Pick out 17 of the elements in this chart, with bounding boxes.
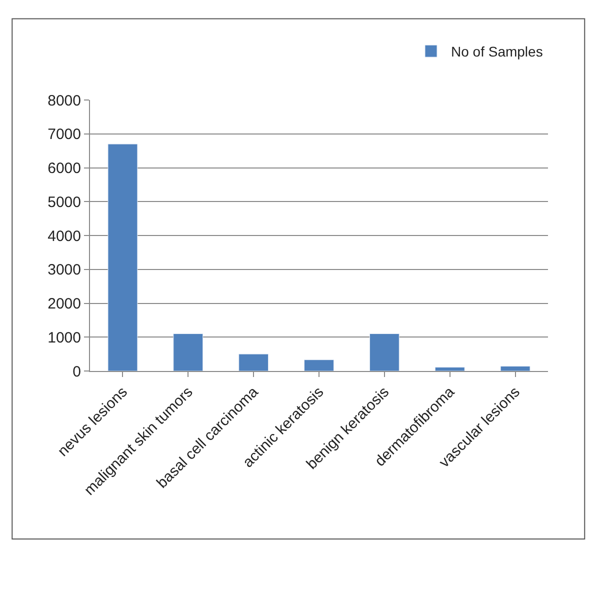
y-tick-label: 8000 xyxy=(48,92,81,110)
y-tick-label: 1000 xyxy=(48,329,81,346)
y-tick-label: 5000 xyxy=(48,194,81,211)
legend-label: No of Samples xyxy=(451,44,543,60)
y-tick-label: 7000 xyxy=(48,126,81,144)
y-tick-label: 4000 xyxy=(48,228,81,245)
bar xyxy=(238,354,269,371)
bar xyxy=(173,333,204,371)
bar xyxy=(304,360,334,371)
bar xyxy=(108,144,138,371)
bar xyxy=(500,366,530,371)
y-tick-label: 2000 xyxy=(48,296,81,312)
bar xyxy=(369,333,400,371)
bar xyxy=(434,367,465,371)
y-tick-label: 3000 xyxy=(48,262,81,279)
y-tick-label: 0 xyxy=(72,363,81,380)
y-tick-label: 6000 xyxy=(48,160,81,177)
